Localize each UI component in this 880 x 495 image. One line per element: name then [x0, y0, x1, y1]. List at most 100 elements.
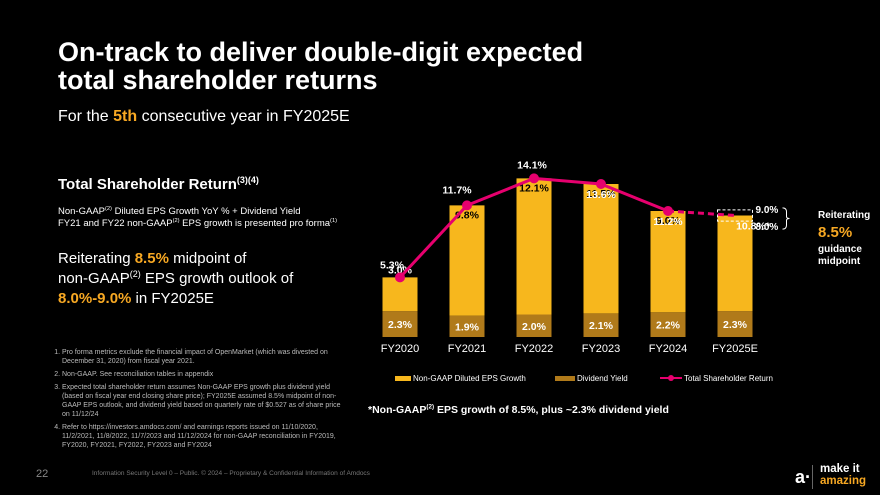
classification-footer: Information Security Level 0 – Public. ©… — [92, 470, 370, 477]
reiter-3: non-GAAP — [58, 270, 130, 287]
guidance-line-2: guidance — [818, 244, 862, 255]
eps-bar — [583, 184, 619, 314]
eps-bar — [516, 178, 552, 315]
title-line-2: total shareholder returns — [58, 65, 378, 95]
tsr-label: 10.8%* — [736, 221, 771, 233]
subtitle-post: consecutive year in FY2025E — [137, 108, 350, 125]
reiter-2: midpoint of — [168, 250, 247, 267]
eps-bar — [717, 215, 753, 312]
x-tick-label: FY2025E — [712, 343, 758, 355]
footnote-1: Pro forma metrics exclude the financial … — [62, 348, 350, 366]
reiter-highlight-2: 8.0%-9.0% — [58, 290, 132, 307]
dividend-bar — [449, 315, 485, 337]
eps-label: 11.5% — [586, 188, 616, 200]
legend-swatch-eps — [395, 376, 411, 381]
page-number: 22 — [36, 468, 49, 480]
tsr-line-projected — [667, 209, 736, 217]
x-tick-label: FY2020 — [381, 343, 420, 355]
eps-bar — [449, 205, 485, 316]
logo-divider — [812, 465, 813, 489]
tsr-heading-sup: (3)(4) — [236, 175, 259, 185]
guidance-value: 8.5% — [818, 224, 853, 241]
tsr-label: 14.1% — [517, 159, 547, 171]
legend-label-dividend: Dividend Yield — [577, 374, 628, 383]
tagline-line-2: amazing — [820, 475, 867, 487]
reiterating-statement: Reiterating 8.5% midpoint of non-GAAP(2)… — [58, 249, 358, 309]
tsr-point — [462, 200, 472, 211]
legend-swatch-tsr-dot — [668, 375, 674, 381]
x-tick-label: FY2022 — [515, 343, 554, 355]
dividend-label: 2.0% — [522, 321, 547, 333]
legend-label-eps: Non-GAAP Diluted EPS Growth — [413, 374, 526, 383]
page-title: On-track to deliver double-digit expecte… — [58, 38, 758, 94]
dividend-bar — [717, 311, 753, 337]
reiter-1: Reiterating — [58, 250, 135, 267]
note-b-sup: (2) — [172, 217, 180, 224]
note-b1: FY21 and FY22 non-GAAP — [58, 218, 173, 229]
note-a-sup: (2) — [105, 205, 112, 212]
eps-label: 3.0% — [388, 264, 413, 276]
legend-swatch-dividend — [555, 376, 575, 381]
brand-tagline: make it amazing — [820, 463, 866, 487]
footnote-4: Refer to https://investors.amdocs.com/ a… — [62, 423, 350, 450]
reiter-highlight: 8.5% — [134, 250, 169, 267]
tsr-label: 13.6% — [586, 189, 616, 201]
eps-label: 9.0% — [656, 215, 681, 227]
bottom-note-2: EPS growth of 8.5%, plus ~2.3% dividend … — [434, 404, 669, 416]
title-line-1: On-track to deliver double-digit expecte… — [58, 37, 584, 67]
curly-brace — [782, 207, 790, 230]
bottom-note-1: *Non-GAAP — [368, 404, 427, 416]
note-a1: Non-GAAP — [58, 206, 105, 217]
tsr-label: 11.7% — [442, 184, 472, 196]
x-tick-label: FY2023 — [582, 343, 621, 355]
dividend-bar — [650, 312, 686, 337]
eps-label: 12.1% — [519, 182, 549, 194]
note-b-sup2: (1) — [330, 217, 337, 224]
range-high-label: 9.0% — [756, 205, 779, 216]
dividend-label: 2.2% — [656, 320, 681, 332]
dividend-bar — [382, 311, 418, 337]
reiterating-line-2: non-GAAP(2) EPS growth outlook of — [58, 269, 358, 289]
reiter-5: in FY2025E — [131, 290, 214, 307]
note-a2: Diluted EPS Growth YoY % + Dividend Yiel… — [111, 206, 301, 217]
tsr-label: 11.2% — [653, 216, 683, 228]
reiterating-line-3: 8.0%-9.0% in FY2025E — [58, 289, 358, 309]
bottom-note: *Non-GAAP(2) EPS growth of 8.5%, plus ~2… — [368, 404, 669, 416]
amdocs-logo-icon: a· — [795, 467, 812, 487]
footnote-2: Non-GAAP. See reconciliation tables in a… — [62, 370, 350, 379]
footnotes: Pro forma metrics exclude the financial … — [50, 348, 350, 454]
note-b2: EPS growth is presented pro forma — [179, 218, 331, 229]
tsr-heading: Total Shareholder Return(3)(4) — [58, 175, 259, 194]
guidance-line-3: midpoint — [818, 256, 861, 267]
tagline-line-1: make it — [820, 463, 860, 475]
tsr-heading-text: Total Shareholder Return — [58, 176, 237, 193]
dividend-bar — [583, 313, 619, 337]
dividend-label: 2.3% — [723, 319, 748, 331]
tsr-definition: Non-GAAP(2) Diluted EPS Growth YoY % + D… — [58, 206, 337, 230]
subtitle: For the 5th consecutive year in FY2025E — [58, 108, 350, 126]
tsr-point — [596, 179, 606, 189]
eps-bar — [382, 277, 418, 312]
reiter-sup: (2) — [129, 269, 141, 279]
guidance-line-1: Reiterating — [818, 210, 871, 221]
guidance-range-box — [717, 209, 753, 222]
tsr-definition-line-2: FY21 and FY22 non-GAAP(2) EPS growth is … — [58, 218, 337, 230]
subtitle-highlight: 5th — [113, 108, 138, 125]
range-low-label: 8.0% — [756, 222, 779, 233]
reiterating-line-1: Reiterating 8.5% midpoint of — [58, 249, 358, 269]
bottom-note-sup: (2) — [426, 403, 435, 411]
dividend-label: 2.3% — [388, 319, 413, 331]
legend-label-tsr: Total Shareholder Return — [684, 374, 773, 383]
dividend-label: 1.9% — [455, 321, 480, 333]
tsr-point — [529, 173, 539, 184]
tsr-point — [663, 206, 673, 216]
reiter-4: EPS growth outlook of — [140, 270, 294, 287]
subtitle-pre: For the — [58, 108, 114, 125]
footnote-3: Expected total shareholder return assume… — [62, 383, 350, 419]
tsr-definition-line-1: Non-GAAP(2) Diluted EPS Growth YoY % + D… — [58, 206, 337, 218]
dividend-bar — [516, 314, 552, 337]
dividend-label: 2.1% — [589, 320, 614, 332]
guidance-callout: Reiterating 8.5% guidance midpoint — [818, 210, 870, 268]
x-tick-label: FY2024 — [649, 343, 688, 355]
